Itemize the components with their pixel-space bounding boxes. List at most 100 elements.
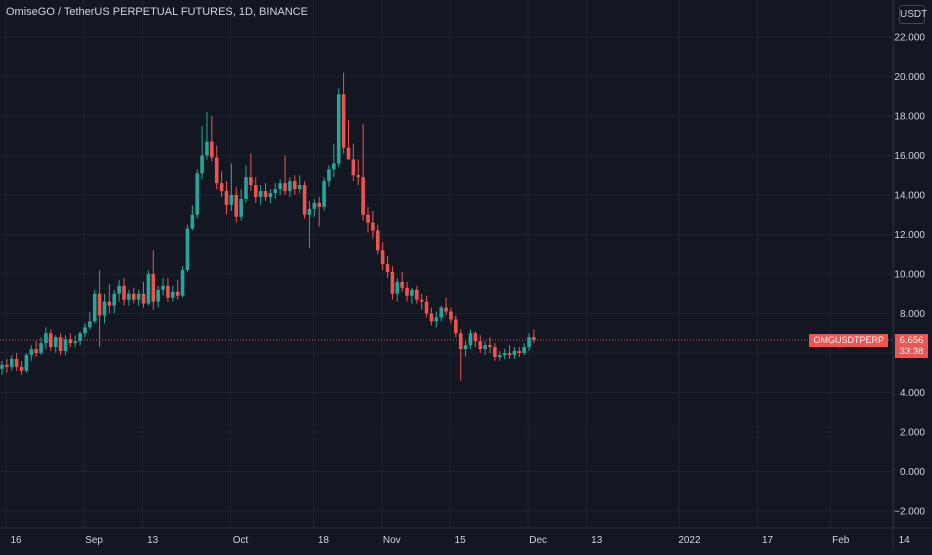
y-tick-label: 8.000 (900, 309, 925, 320)
candle-body (361, 177, 365, 215)
candle-body (136, 293, 141, 300)
candle-body (371, 222, 375, 231)
candle-up (288, 177, 292, 197)
candle-body (473, 333, 478, 342)
last-price-tag: 6.656 33:38 (895, 334, 928, 359)
candle-up (205, 112, 209, 160)
candle-up (127, 289, 131, 306)
candle-up (483, 341, 487, 355)
candle-body (468, 333, 473, 346)
candle-body (395, 281, 400, 294)
candle-body (434, 317, 439, 322)
candle-body (478, 341, 483, 350)
candle-down (166, 277, 170, 302)
candle-down (415, 285, 419, 304)
candle-down (19, 360, 24, 375)
candle-up (468, 329, 473, 350)
candle-body (0, 364, 4, 369)
price-axis[interactable]: 22.000 20.000 18.000 16.000 14.000 12.000 10.0… (894, 33, 925, 518)
candle-body (322, 181, 326, 207)
candle-body (146, 274, 151, 304)
candle-down (473, 331, 478, 348)
candle-body (185, 228, 190, 271)
candle-body (19, 366, 24, 371)
candle-body (497, 354, 502, 357)
candle-body (385, 264, 390, 273)
candle-body (356, 175, 361, 178)
candle-body (375, 230, 380, 251)
x-tick-label: 17 (762, 535, 774, 546)
y-tick-label: 20.000 (894, 72, 925, 83)
candle-body (88, 321, 92, 328)
candle-body (527, 337, 531, 348)
candle-down (224, 181, 229, 215)
currency-button[interactable]: USDT (899, 5, 927, 24)
candle-down (317, 196, 321, 227)
candle-body (293, 181, 297, 190)
candle-body (366, 214, 370, 223)
x-tick-label: 13 (591, 535, 603, 546)
candle-up (136, 289, 141, 306)
candle-body (97, 293, 102, 316)
candle-up (527, 333, 531, 352)
candle-up (332, 143, 336, 178)
x-tick-label: Feb (832, 535, 850, 546)
candle-down (346, 119, 351, 160)
candle-body (532, 337, 536, 340)
candle-down (302, 181, 307, 219)
candle-body (278, 183, 282, 190)
candle-body (424, 301, 429, 314)
candle-body (63, 339, 68, 352)
x-tick-label: 16 (10, 535, 22, 546)
candle-body (58, 337, 63, 352)
chart-title: OmiseGO / TetherUS PERPETUAL FUTURES, 1D… (6, 6, 308, 18)
candle-body (522, 347, 526, 353)
candle-down (371, 210, 375, 239)
candle-down (356, 159, 361, 186)
candle-body (317, 202, 321, 207)
candle-body (390, 272, 395, 294)
candle-down (107, 283, 112, 314)
candle-body (415, 289, 419, 300)
candle-body (127, 293, 131, 300)
candle-up (229, 163, 234, 211)
candle-down (454, 315, 458, 338)
candle-down (151, 250, 156, 310)
candle-body (39, 343, 43, 353)
candle-down (444, 297, 448, 316)
candle-body (429, 313, 434, 322)
candle-body (244, 177, 248, 199)
candle-up (410, 287, 414, 304)
candle-body (141, 293, 146, 304)
candle-down (234, 187, 239, 223)
candle-down (405, 281, 409, 302)
candle-down (375, 224, 380, 255)
candle-up (297, 175, 302, 194)
x-tick-label: 14 (899, 535, 911, 546)
candle-down (219, 171, 224, 197)
candle-body (73, 341, 77, 344)
candle-up (112, 289, 117, 314)
y-tick-label: 16.000 (894, 151, 925, 162)
candle-up (146, 270, 151, 306)
candle-down (49, 329, 53, 352)
candle-up (239, 189, 243, 221)
candle-body (102, 301, 107, 316)
candle-down (210, 116, 214, 162)
candle-body (53, 337, 58, 348)
candle-body (283, 183, 287, 192)
y-tick-label: 18.000 (894, 112, 925, 123)
candle-body (380, 250, 385, 265)
candle-body (166, 285, 170, 298)
candle-body (332, 163, 336, 170)
candle-down (488, 337, 492, 353)
candle-body (410, 289, 414, 296)
time-axis[interactable]: 16 Sep 13 Oct 18 Nov 15 Dec 13 2022 17 Feb 14 (10, 535, 910, 546)
candle-down (493, 343, 497, 361)
candle-up (512, 347, 517, 359)
candle-up (88, 311, 92, 330)
candle-body (122, 285, 126, 300)
